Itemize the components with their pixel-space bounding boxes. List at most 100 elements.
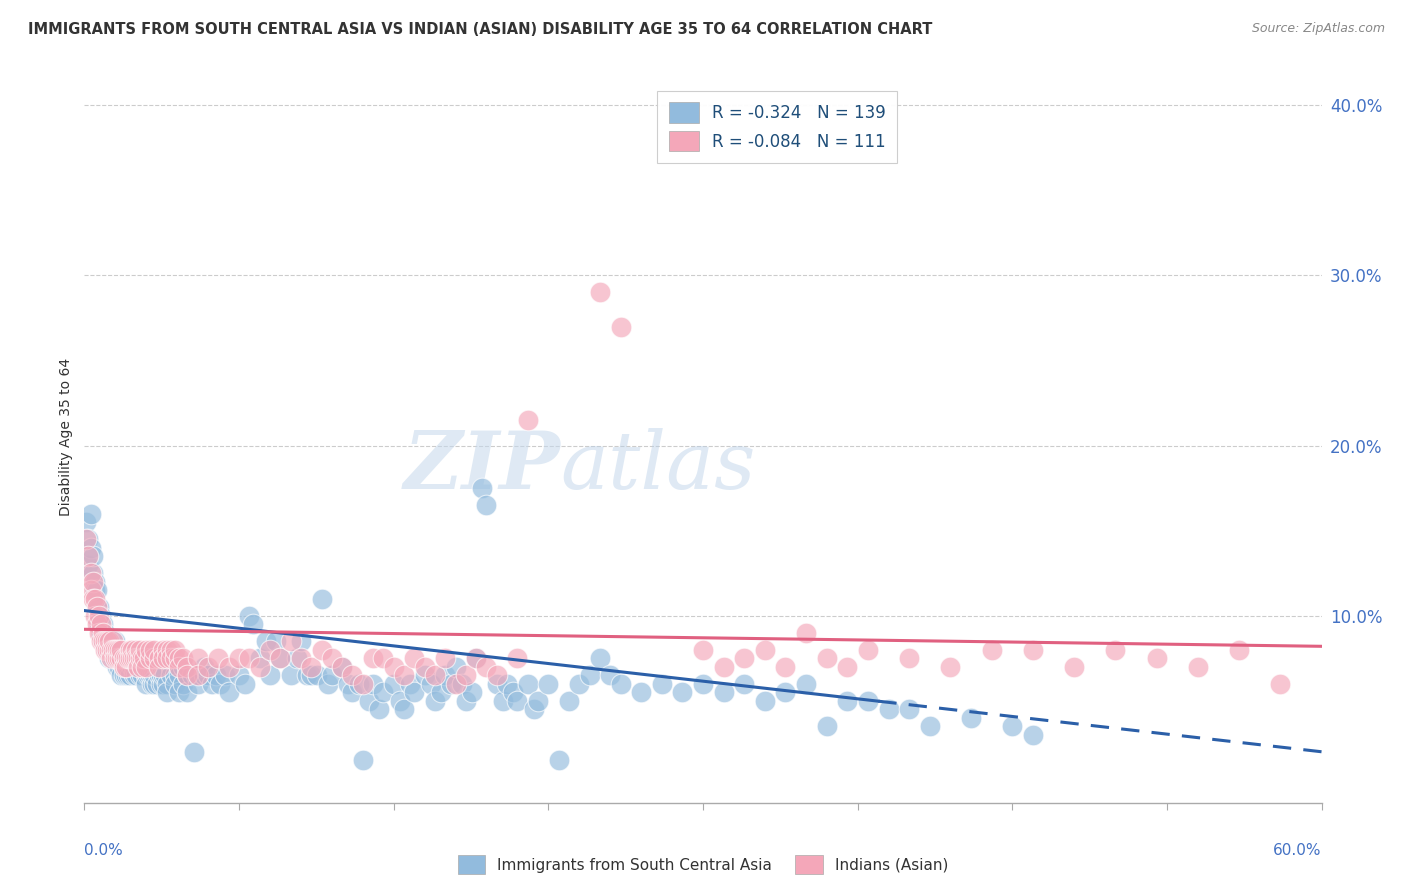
Point bbox=[299, 668, 322, 682]
Point bbox=[321, 668, 343, 682]
Point bbox=[609, 677, 631, 691]
Point bbox=[311, 642, 333, 657]
Point bbox=[104, 634, 127, 648]
Point bbox=[98, 642, 121, 657]
Point bbox=[264, 634, 287, 648]
Point bbox=[382, 677, 405, 691]
Point bbox=[105, 642, 128, 657]
Point bbox=[423, 694, 446, 708]
Point bbox=[1227, 642, 1250, 657]
Point bbox=[856, 694, 879, 708]
Point bbox=[368, 702, 391, 716]
Point bbox=[114, 651, 136, 665]
Point bbox=[671, 685, 693, 699]
Point bbox=[392, 702, 415, 716]
Point bbox=[337, 677, 360, 691]
Point bbox=[136, 659, 159, 673]
Point bbox=[589, 651, 612, 665]
Point bbox=[143, 651, 166, 665]
Point bbox=[75, 532, 97, 546]
Point bbox=[122, 659, 145, 673]
Point bbox=[87, 625, 110, 640]
Point bbox=[82, 591, 104, 606]
Point bbox=[295, 668, 318, 682]
Point bbox=[430, 685, 453, 699]
Point bbox=[172, 659, 194, 673]
Point bbox=[103, 651, 125, 665]
Point bbox=[692, 642, 714, 657]
Point bbox=[167, 659, 190, 673]
Point bbox=[316, 677, 339, 691]
Point bbox=[143, 642, 166, 657]
Point bbox=[83, 591, 105, 606]
Point bbox=[110, 642, 132, 657]
Point bbox=[108, 651, 131, 665]
Point bbox=[233, 677, 256, 691]
Point bbox=[342, 685, 364, 699]
Point bbox=[114, 659, 136, 673]
Point bbox=[1001, 719, 1024, 733]
Point bbox=[105, 659, 128, 673]
Point bbox=[434, 668, 457, 682]
Text: 60.0%: 60.0% bbox=[1274, 843, 1322, 858]
Text: atlas: atlas bbox=[561, 427, 756, 505]
Point bbox=[187, 668, 209, 682]
Point bbox=[152, 642, 174, 657]
Point bbox=[228, 651, 250, 665]
Point bbox=[79, 541, 101, 555]
Point bbox=[399, 677, 422, 691]
Point bbox=[347, 677, 370, 691]
Point bbox=[118, 651, 141, 665]
Point bbox=[160, 668, 183, 682]
Point bbox=[127, 651, 149, 665]
Point bbox=[898, 651, 921, 665]
Point bbox=[167, 651, 190, 665]
Point bbox=[134, 651, 156, 665]
Point bbox=[79, 566, 101, 581]
Point bbox=[90, 617, 112, 632]
Point bbox=[143, 668, 166, 682]
Point bbox=[269, 651, 291, 665]
Point bbox=[599, 668, 621, 682]
Point bbox=[153, 668, 176, 682]
Point bbox=[91, 634, 114, 648]
Point bbox=[82, 574, 104, 589]
Point bbox=[172, 677, 194, 691]
Point bbox=[131, 659, 153, 673]
Point bbox=[242, 617, 264, 632]
Point bbox=[103, 634, 125, 648]
Point bbox=[419, 677, 441, 691]
Point bbox=[125, 642, 148, 657]
Point bbox=[86, 617, 108, 632]
Point bbox=[454, 668, 477, 682]
Y-axis label: Disability Age 35 to 64: Disability Age 35 to 64 bbox=[59, 358, 73, 516]
Point bbox=[117, 659, 139, 673]
Point bbox=[176, 659, 198, 673]
Point bbox=[112, 651, 135, 665]
Point bbox=[423, 668, 446, 682]
Legend: Immigrants from South Central Asia, Indians (Asian): Immigrants from South Central Asia, Indi… bbox=[451, 849, 955, 880]
Point bbox=[609, 319, 631, 334]
Point bbox=[485, 668, 508, 682]
Point bbox=[83, 583, 105, 598]
Point bbox=[129, 651, 152, 665]
Point bbox=[135, 677, 157, 691]
Point bbox=[180, 668, 202, 682]
Point bbox=[90, 625, 112, 640]
Text: 0.0%: 0.0% bbox=[84, 843, 124, 858]
Point bbox=[568, 677, 591, 691]
Point bbox=[127, 659, 149, 673]
Point bbox=[321, 651, 343, 665]
Point bbox=[98, 634, 121, 648]
Point bbox=[121, 651, 143, 665]
Point bbox=[299, 659, 322, 673]
Point bbox=[856, 642, 879, 657]
Point bbox=[160, 659, 183, 673]
Point bbox=[471, 481, 494, 495]
Point bbox=[127, 659, 149, 673]
Point bbox=[285, 651, 308, 665]
Point bbox=[94, 642, 117, 657]
Point bbox=[280, 634, 302, 648]
Point bbox=[523, 702, 546, 716]
Point bbox=[112, 668, 135, 682]
